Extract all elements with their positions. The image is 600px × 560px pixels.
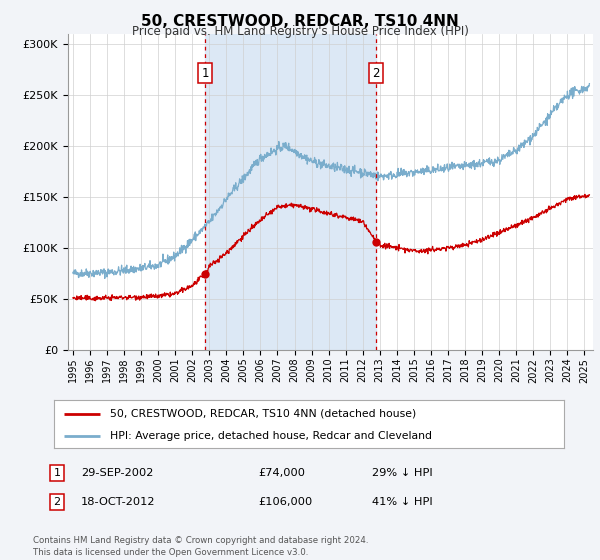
Text: 41% ↓ HPI: 41% ↓ HPI	[372, 497, 433, 507]
Text: 50, CRESTWOOD, REDCAR, TS10 4NN: 50, CRESTWOOD, REDCAR, TS10 4NN	[141, 14, 459, 29]
Text: 2: 2	[373, 67, 380, 80]
Text: 29-SEP-2002: 29-SEP-2002	[81, 468, 154, 478]
Text: £74,000: £74,000	[258, 468, 305, 478]
Text: 1: 1	[53, 468, 61, 478]
Text: HPI: Average price, detached house, Redcar and Cleveland: HPI: Average price, detached house, Redc…	[110, 431, 432, 441]
Text: 2: 2	[53, 497, 61, 507]
Text: £106,000: £106,000	[258, 497, 312, 507]
Text: 50, CRESTWOOD, REDCAR, TS10 4NN (detached house): 50, CRESTWOOD, REDCAR, TS10 4NN (detache…	[110, 409, 416, 419]
Text: 18-OCT-2012: 18-OCT-2012	[81, 497, 155, 507]
Bar	[205, 34, 376, 350]
Text: Price paid vs. HM Land Registry's House Price Index (HPI): Price paid vs. HM Land Registry's House …	[131, 25, 469, 38]
Text: 1: 1	[201, 67, 209, 80]
Text: Contains HM Land Registry data © Crown copyright and database right 2024.
This d: Contains HM Land Registry data © Crown c…	[33, 536, 368, 557]
Text: 29% ↓ HPI: 29% ↓ HPI	[372, 468, 433, 478]
